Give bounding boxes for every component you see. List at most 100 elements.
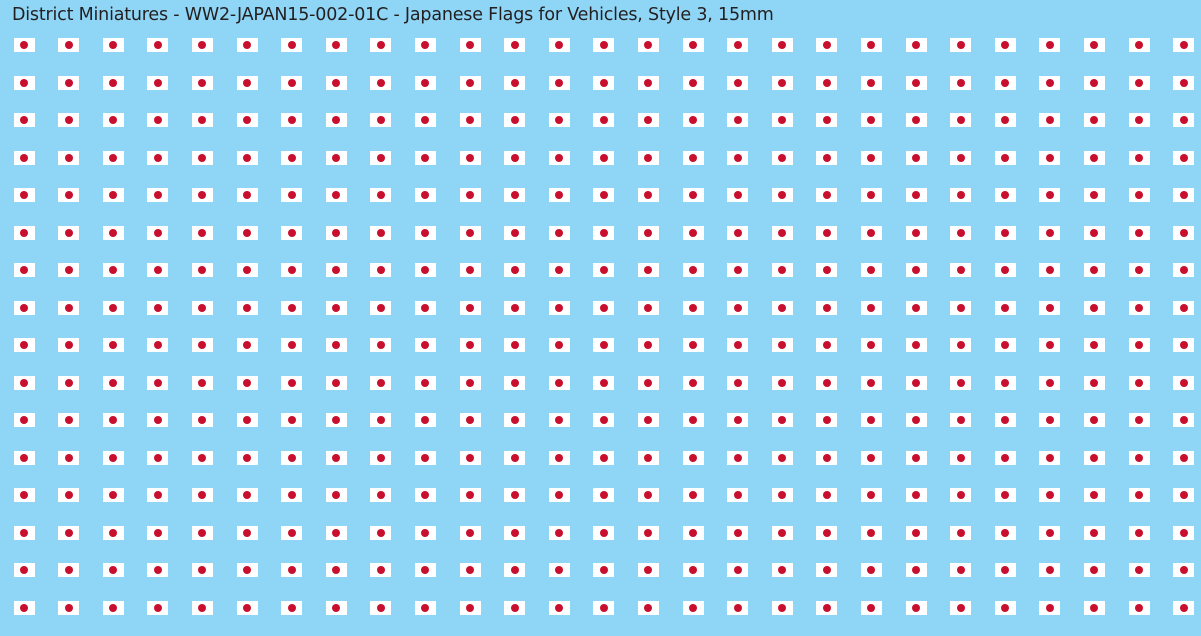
sun-disc [644, 378, 653, 387]
japanese-flag-icon [325, 113, 347, 127]
japanese-flag-icon [950, 150, 972, 165]
sun-disc [644, 228, 653, 237]
japanese-flag-icon [147, 525, 169, 540]
japanese-flag-icon [1039, 563, 1061, 577]
japanese-flag-icon [370, 38, 392, 52]
japanese-flag-icon [994, 488, 1016, 502]
sun-disc [599, 303, 608, 312]
japanese-flag-icon [504, 413, 526, 427]
japanese-flag-icon [281, 75, 303, 90]
sun-disc [956, 228, 965, 237]
sun-disc [555, 453, 564, 462]
japanese-flag-icon [1173, 600, 1195, 615]
japanese-flag-icon [682, 263, 704, 277]
sun-disc [153, 378, 162, 387]
japanese-flag-icon [682, 488, 704, 502]
sun-disc [332, 116, 341, 124]
sun-disc [376, 228, 385, 237]
japanese-flag-icon [994, 600, 1016, 615]
sun-disc [1001, 266, 1010, 274]
sun-disc [1090, 453, 1099, 462]
japanese-flag-icon [325, 338, 347, 352]
sun-disc [1135, 378, 1143, 387]
sun-disc [1045, 303, 1054, 312]
japanese-flag-icon [860, 75, 882, 90]
japanese-flag-icon [548, 188, 570, 202]
japanese-flag-icon [548, 488, 570, 502]
sun-disc [689, 153, 697, 162]
sun-disc [555, 266, 564, 274]
japanese-flag-icon [682, 338, 704, 352]
japanese-flag-icon [994, 338, 1016, 352]
japanese-flag-icon [58, 525, 80, 540]
sun-disc [20, 116, 28, 124]
japanese-flag-icon [191, 525, 213, 540]
japanese-flag-icon [58, 38, 80, 52]
japanese-flag-icon [281, 263, 303, 277]
japanese-flag-icon [1173, 413, 1195, 427]
japanese-flag-icon [727, 338, 749, 352]
japanese-flag-icon [1173, 150, 1195, 165]
japanese-flag-icon [771, 488, 793, 502]
sheet-title: District Miniatures - WW2-JAPAN15-002-01… [12, 5, 774, 25]
sun-disc [778, 153, 787, 162]
japanese-flag-icon [414, 338, 436, 352]
japanese-flag-icon [414, 225, 436, 240]
sun-disc [689, 491, 697, 499]
japanese-flag-icon [281, 525, 303, 540]
sun-disc [198, 41, 207, 49]
japanese-flag-icon [771, 113, 793, 127]
sun-disc [198, 341, 207, 349]
japanese-flag-icon [325, 300, 347, 315]
sun-disc [1045, 116, 1054, 124]
sun-disc [1045, 491, 1054, 499]
sun-disc [644, 453, 653, 462]
sun-disc [689, 228, 697, 237]
japanese-flag-icon [236, 413, 258, 427]
sun-disc [1001, 453, 1010, 462]
japanese-flag-icon [637, 225, 659, 240]
japanese-flag-icon [236, 150, 258, 165]
japanese-flag-icon [102, 38, 124, 52]
sun-disc [689, 528, 697, 537]
japanese-flag-icon [816, 113, 838, 127]
sun-disc [1179, 228, 1188, 237]
japanese-flag-icon [950, 450, 972, 465]
sun-disc [1135, 341, 1143, 349]
japanese-flag-icon [370, 338, 392, 352]
japanese-flag-icon [58, 150, 80, 165]
japanese-flag-icon [994, 263, 1016, 277]
japanese-flag-icon [593, 225, 615, 240]
sun-disc [733, 378, 742, 387]
sun-disc [20, 341, 28, 349]
japanese-flag-icon [637, 488, 659, 502]
sun-disc [867, 116, 876, 124]
japanese-flag-icon [191, 300, 213, 315]
japanese-flag-icon [816, 525, 838, 540]
japanese-flag-icon [459, 225, 481, 240]
sun-disc [1001, 416, 1010, 424]
japanese-flag-icon [727, 113, 749, 127]
sun-disc [376, 566, 385, 574]
japanese-flag-icon [236, 75, 258, 90]
japanese-flag-icon [191, 225, 213, 240]
japanese-flag-icon [816, 263, 838, 277]
japanese-flag-icon [905, 150, 927, 165]
japanese-flag-icon [1039, 375, 1061, 390]
sun-disc [109, 153, 118, 162]
japanese-flag-icon [727, 150, 749, 165]
sun-disc [109, 378, 118, 387]
japanese-flag-icon [58, 450, 80, 465]
sun-disc [689, 78, 697, 87]
sun-disc [555, 228, 564, 237]
sun-disc [510, 416, 519, 424]
japanese-flag-icon [1128, 563, 1150, 577]
sun-disc [1001, 491, 1010, 499]
sun-disc [1001, 566, 1010, 574]
japanese-flag-icon [1128, 413, 1150, 427]
sun-disc [153, 191, 162, 199]
japanese-flag-icon [281, 450, 303, 465]
sun-disc [956, 266, 965, 274]
japanese-flag-icon [727, 225, 749, 240]
sun-disc [510, 566, 519, 574]
